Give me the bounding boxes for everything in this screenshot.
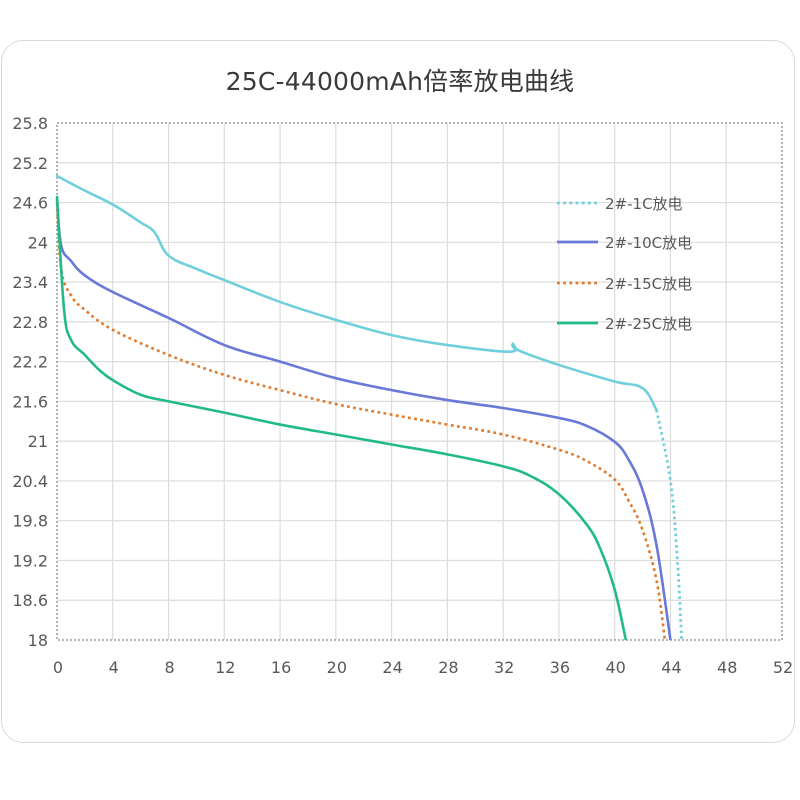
y-tick-label: 19.8 <box>12 512 48 531</box>
x-tick-label: 36 <box>550 658 570 677</box>
y-tick-label: 20.4 <box>12 472 48 491</box>
x-tick-label: 24 <box>382 658 402 677</box>
x-axis-ticks: 0 4 8 12 16 20 24 28 32 36 40 44 48 52 <box>53 658 793 677</box>
chart-title: 25C-44000mAh倍率放电曲线 <box>225 67 575 96</box>
y-tick-label: 25.8 <box>12 114 48 133</box>
x-tick-label: 28 <box>438 658 458 677</box>
y-tick-label: 24 <box>28 233 48 252</box>
legend-label: 2#-10C放电 <box>605 234 692 252</box>
y-tick-label: 19.2 <box>12 551 48 570</box>
y-tick-label: 22.2 <box>12 353 48 372</box>
plot-frame <box>56 122 783 641</box>
y-tick-label: 24.6 <box>12 194 48 213</box>
y-tick-label: 21.6 <box>12 392 48 411</box>
y-tick-label: 21 <box>28 432 48 451</box>
y-tick-label: 18.6 <box>12 591 48 610</box>
legend-item: 2#-1C放电 <box>557 195 683 213</box>
y-tick-label: 22.8 <box>12 313 48 332</box>
legend: 2#-1C放电 2#-10C放电 2#-15C放电 2#-25C放电 <box>557 195 692 333</box>
series-2-10c-line <box>55 199 672 641</box>
y-tick-label: 18 <box>28 631 48 650</box>
x-tick-label: 52 <box>773 658 793 677</box>
legend-item: 2#-15C放电 <box>557 275 692 293</box>
series-2-25c-line <box>55 195 628 641</box>
x-tick-label: 44 <box>661 658 681 677</box>
x-tick-label: 4 <box>109 658 119 677</box>
x-tick-label: 16 <box>271 658 291 677</box>
y-tick-label: 23.4 <box>12 273 48 292</box>
series-2-15c-line <box>55 202 667 641</box>
x-tick-label: 0 <box>53 658 63 677</box>
series-2-1c-line-dotted <box>655 409 684 641</box>
legend-item: 2#-10C放电 <box>557 234 692 252</box>
x-tick-label: 8 <box>164 658 174 677</box>
legend-label: 2#-25C放电 <box>605 315 692 333</box>
y-axis-ticks: 25.8 25.2 24.6 24 23.4 22.8 22.2 21.6 21 20.4 19.8… <box>12 114 48 650</box>
legend-label: 2#-15C放电 <box>605 275 692 293</box>
x-tick-label: 40 <box>606 658 626 677</box>
x-tick-label: 48 <box>717 658 737 677</box>
legend-label: 2#-1C放电 <box>605 195 683 213</box>
x-tick-label: 20 <box>327 658 347 677</box>
series-2-1c-line <box>55 174 658 412</box>
x-tick-label: 12 <box>215 658 235 677</box>
plot-border <box>56 122 783 641</box>
series-lines <box>55 174 684 641</box>
x-tick-label: 32 <box>494 658 514 677</box>
legend-item: 2#-25C放电 <box>557 315 692 333</box>
y-tick-label: 25.2 <box>12 154 48 173</box>
